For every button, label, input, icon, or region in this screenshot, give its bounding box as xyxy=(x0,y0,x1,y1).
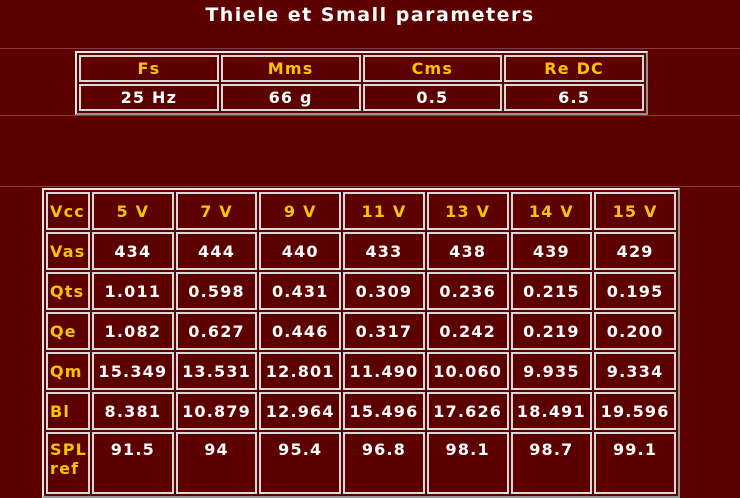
cell: Vas xyxy=(46,232,90,270)
cell: 6.5 xyxy=(504,84,644,111)
row: Qts 1.011 0.598 0.431 0.309 0.236 0.215 0.195 xyxy=(46,272,676,310)
parameters-table: Fs Mms Cms Re DC 25 Hz 66 g 0.5 6.5 xyxy=(75,51,648,115)
row: SPL ref 91.5 94 95.4 96.8 98.1 98.7 99.1 xyxy=(46,432,676,494)
cell: 13.531 xyxy=(175,352,258,390)
title: Thiele et Small parameters xyxy=(205,4,535,26)
cell: Mms xyxy=(220,55,361,82)
row: Bl 8.381 10.879 12.964 15.496 17.626 18.491 19.… xyxy=(46,392,676,430)
row: Qe 1.082 0.627 0.446 0.317 0.242 0.219 0.200 xyxy=(46,312,676,350)
cell: Qe xyxy=(46,312,90,350)
cell: Fs xyxy=(79,55,219,82)
cell: 433 xyxy=(343,232,425,270)
row: 25 Hz 66 g 0.5 6.5 xyxy=(79,84,644,111)
cell: 95.4 xyxy=(259,432,342,494)
cell: 15 V xyxy=(594,192,676,230)
cell: 94 xyxy=(175,432,258,494)
cell: 0.242 xyxy=(426,312,509,350)
cell: 7 V xyxy=(175,192,258,230)
cell: 91.5 xyxy=(92,432,174,494)
separator xyxy=(0,186,740,187)
cell: 8.381 xyxy=(92,392,174,430)
cell: 0.446 xyxy=(259,312,342,350)
cell: 96.8 xyxy=(343,432,425,494)
cell: 98.1 xyxy=(426,432,509,494)
cell: 0.598 xyxy=(175,272,258,310)
cell: 444 xyxy=(175,232,258,270)
cell: 440 xyxy=(259,232,342,270)
cell: 429 xyxy=(594,232,676,270)
cell: 0.219 xyxy=(510,312,593,350)
cell: Qts xyxy=(46,272,90,310)
cell: SPL ref xyxy=(46,432,90,494)
cell: 11 V xyxy=(343,192,425,230)
row: Fs Mms Cms Re DC xyxy=(79,55,644,82)
cell: 99.1 xyxy=(594,432,676,494)
cell: 10.060 xyxy=(426,352,509,390)
cell: 19.596 xyxy=(594,392,676,430)
cell: 0.195 xyxy=(594,272,676,310)
cell: 15.496 xyxy=(343,392,425,430)
cell: 1.011 xyxy=(92,272,174,310)
cell: 14 V xyxy=(510,192,593,230)
cell: 0.5 xyxy=(362,84,503,111)
cell: 18.491 xyxy=(510,392,593,430)
cell: 434 xyxy=(92,232,174,270)
cell: 17.626 xyxy=(426,392,509,430)
separator xyxy=(0,115,740,116)
cell: 0.215 xyxy=(510,272,593,310)
cell: 1.082 xyxy=(92,312,174,350)
cell: 98.7 xyxy=(510,432,593,494)
cell: Qm xyxy=(46,352,90,390)
cell: 0.309 xyxy=(343,272,425,310)
row: Vas 434 444 440 433 438 439 429 xyxy=(46,232,676,270)
cell: 0.627 xyxy=(175,312,258,350)
cell: 9.935 xyxy=(510,352,593,390)
cell: 12.801 xyxy=(259,352,342,390)
cell: 0.431 xyxy=(259,272,342,310)
cell: 66 g xyxy=(220,84,361,111)
cell: 12.964 xyxy=(259,392,342,430)
cell: Cms xyxy=(362,55,503,82)
cell: 15.349 xyxy=(92,352,174,390)
cell: Vcc xyxy=(46,192,90,230)
cell: 9 V xyxy=(259,192,342,230)
row: Qm 15.349 13.531 12.801 11.490 10.060 9.935 9.3… xyxy=(46,352,676,390)
cell: 9.334 xyxy=(594,352,676,390)
separator xyxy=(0,48,740,49)
cell: 438 xyxy=(426,232,509,270)
cell: 11.490 xyxy=(343,352,425,390)
cell: 439 xyxy=(510,232,593,270)
cell: 0.200 xyxy=(594,312,676,350)
cell: 0.236 xyxy=(426,272,509,310)
cell: 13 V xyxy=(426,192,509,230)
cell: 10.879 xyxy=(175,392,258,430)
cell: 25 Hz xyxy=(79,84,219,111)
cell: 5 V xyxy=(92,192,174,230)
cell: 0.317 xyxy=(343,312,425,350)
cell: Re DC xyxy=(504,55,644,82)
cell: Bl xyxy=(46,392,90,430)
